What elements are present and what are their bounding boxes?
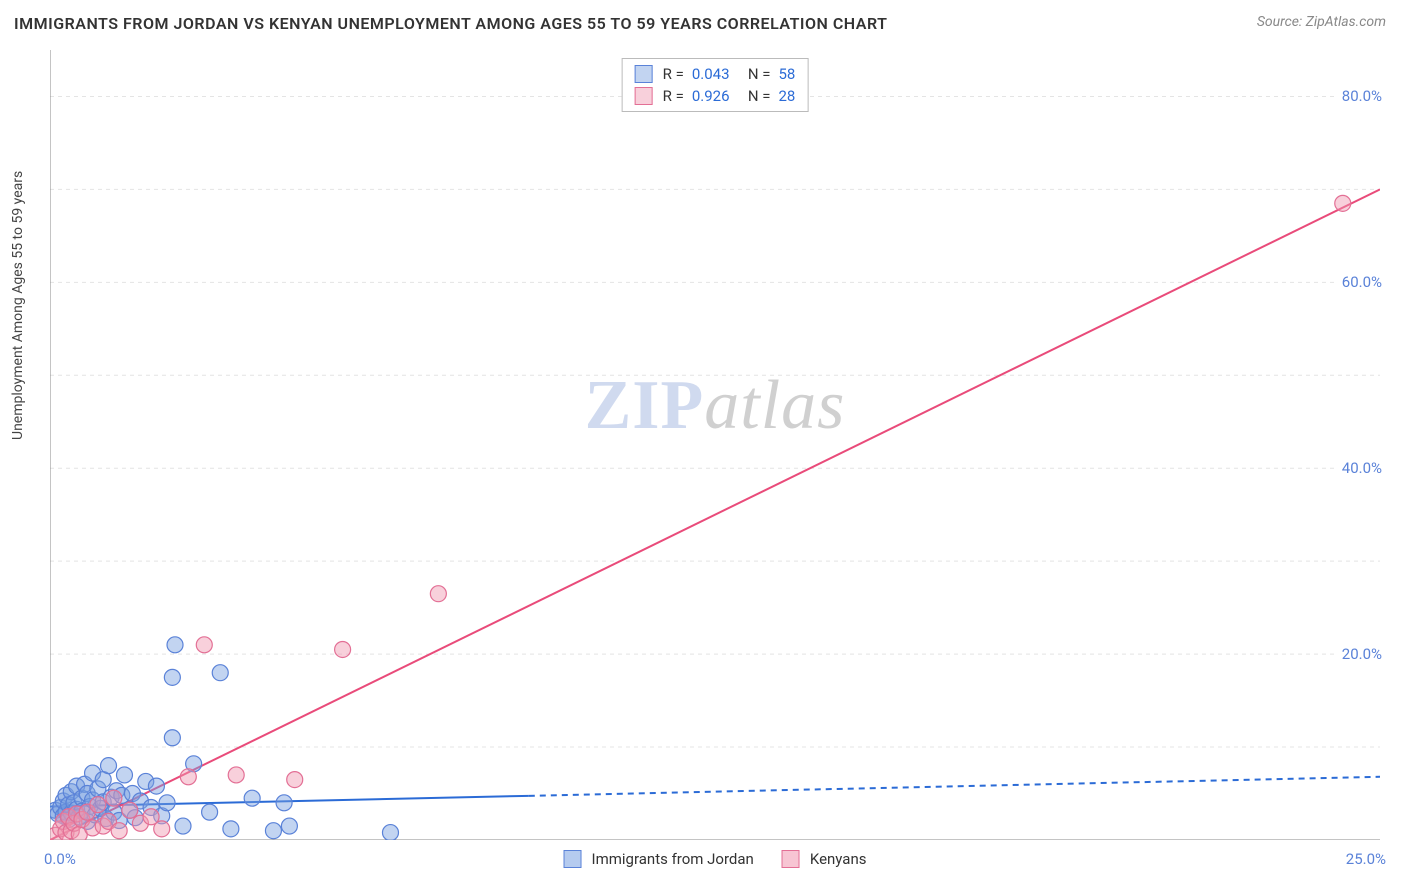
n-value-jordan: 58	[778, 63, 795, 85]
y-tick-label: 80.0%	[1336, 87, 1382, 105]
swatch-kenyan-icon	[782, 850, 800, 868]
y-tick-label: 20.0%	[1336, 645, 1382, 663]
legend-item-kenyan: Kenyans	[782, 850, 867, 868]
source-name: ZipAtlas.com	[1306, 14, 1386, 30]
source-prefix: Source:	[1257, 14, 1306, 30]
y-tick-label: 40.0%	[1336, 459, 1382, 477]
legend-item-jordan: Immigrants from Jordan	[564, 850, 754, 868]
legend-label-jordan: Immigrants from Jordan	[592, 850, 754, 868]
swatch-jordan-icon	[564, 850, 582, 868]
n-label: N =	[748, 63, 771, 85]
legend-stats: R = 0.043 N = 58 R = 0.926 N = 28	[622, 58, 809, 112]
n-value-kenyan: 28	[778, 85, 795, 107]
legend-label-kenyan: Kenyans	[810, 850, 867, 868]
swatch-jordan	[635, 65, 653, 83]
source-attribution: Source: ZipAtlas.com	[1257, 14, 1386, 30]
r-value-kenyan: 0.926	[692, 85, 742, 107]
chart-title: IMMIGRANTS FROM JORDAN VS KENYAN UNEMPLO…	[14, 14, 887, 33]
scatter-chart	[50, 50, 1380, 840]
n-label: N =	[748, 85, 771, 107]
swatch-kenyan	[635, 87, 653, 105]
legend-bottom: Immigrants from Jordan Kenyans	[564, 850, 867, 868]
r-value-jordan: 0.043	[692, 63, 742, 85]
x-tick-label: 0.0%	[44, 850, 76, 868]
y-axis-label: Unemployment Among Ages 55 to 59 years	[10, 171, 26, 440]
r-label: R =	[663, 63, 684, 85]
r-label: R =	[663, 85, 684, 107]
x-tick-label: 25.0%	[1346, 850, 1386, 868]
chart-area: ZIPatlas R = 0.043 N = 58 R = 0.926 N = …	[50, 50, 1380, 840]
legend-row-kenyan: R = 0.926 N = 28	[635, 85, 796, 107]
y-tick-label: 60.0%	[1336, 273, 1382, 291]
legend-row-jordan: R = 0.043 N = 58	[635, 63, 796, 85]
